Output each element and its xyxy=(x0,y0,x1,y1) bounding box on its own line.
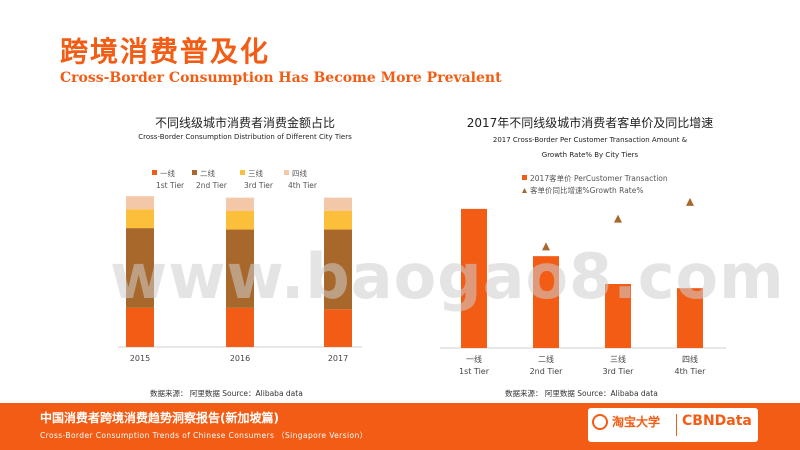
chart1-subtitle: Cross-Border Consumption Distribution of… xyxy=(138,133,352,141)
chart2-growth-marker xyxy=(542,242,550,251)
chart1-bar-segment xyxy=(324,229,352,310)
chart1-source: 数据来源： 阿里数据 Source：Alibaba data xyxy=(150,389,303,398)
chart1-x-tick-label: 2016 xyxy=(230,354,250,363)
chart1-bar-segment xyxy=(324,197,352,211)
chart2-subtitle-line2: Growth Rate% By City Tiers xyxy=(541,151,639,159)
chart1-legend-label-en: 1st Tier xyxy=(156,181,185,190)
chart2-title: 2017年不同线级城市消费者客单价及同比增速 xyxy=(466,116,714,130)
page-title: 跨境消费普及化 xyxy=(60,35,271,68)
chart1-bar-segment xyxy=(126,196,154,210)
chart1-legend-swatch xyxy=(240,170,245,175)
chart1-x-tick-label: 2017 xyxy=(328,354,348,363)
chart2-legend-triangle-icon xyxy=(522,188,527,193)
chart1-legend-label-en: 3rd Tier xyxy=(244,181,274,190)
chart1-bar-segment xyxy=(226,197,254,211)
chart2-x-tick-label-en: 2nd Tier xyxy=(530,367,564,376)
chart1-bar-segment xyxy=(324,309,352,347)
chart2-x-tick-label: 三线 xyxy=(610,354,626,364)
chart1-bar-segment xyxy=(126,228,154,308)
page-subtitle: Cross-Border Consumption Has Become More… xyxy=(60,70,502,86)
logo-divider xyxy=(676,414,677,436)
chart2-growth-marker xyxy=(614,214,622,223)
chart2-bar xyxy=(605,284,631,348)
chart2-legend-swatch xyxy=(522,175,527,180)
chart1-legend-label: 一线 xyxy=(160,168,175,178)
chart1-legend-swatch xyxy=(192,170,197,175)
logo-panel xyxy=(588,408,758,442)
chart2-x-tick-label-en: 4th Tier xyxy=(675,367,707,376)
chart1-bar-segment xyxy=(226,229,254,308)
chart2-x-tick-label-en: 1st Tier xyxy=(459,367,490,376)
chart2-x-tick-label-en: 3rd Tier xyxy=(603,367,635,376)
chart2-source: 数据来源： 阿里数据 Source：Alibaba data xyxy=(505,389,658,398)
chart2-legend-label: 2017客单价 PerCustomer Transaction xyxy=(530,173,668,183)
chart2-x-tick-label: 二线 xyxy=(538,354,554,364)
chart2-growth-marker xyxy=(686,197,694,206)
chart1-legend-label: 四线 xyxy=(292,168,307,178)
footer-subtitle: Cross-Border Consumption Trends of Chine… xyxy=(40,431,368,440)
chart2-bar xyxy=(461,208,487,348)
chart2-bar xyxy=(533,256,559,348)
chart2-subtitle: 2017 Cross-Border Per Customer Transacti… xyxy=(430,133,750,163)
chart2-subtitle-line1: 2017 Cross-Border Per Customer Transacti… xyxy=(492,136,688,144)
chart1-legend-swatch xyxy=(284,170,289,175)
chart1-bar-segment xyxy=(126,209,154,229)
chart1-legend-label: 三线 xyxy=(248,168,263,178)
cbndata-logo: CBNData xyxy=(682,413,752,429)
chart1-title: 不同线级城市消费者消费金额占比 xyxy=(154,116,335,130)
taobao-logo-icon xyxy=(592,414,608,430)
chart2-x-tick-label: 一线 xyxy=(466,354,482,364)
chart1-legend-label: 二线 xyxy=(200,168,215,178)
watermark: www.baogao8.com xyxy=(110,240,785,313)
chart1-bar-segment xyxy=(226,307,254,347)
chart1-legend-swatch xyxy=(152,170,157,175)
footer-title: 中国消费者跨境消费趋势洞察报告(新加坡篇) xyxy=(40,411,279,425)
chart2-x-tick-label: 四线 xyxy=(682,354,698,364)
chart1-legend-label-en: 4th Tier xyxy=(288,181,318,190)
chart1-x-tick-label: 2015 xyxy=(130,354,150,363)
taobao-university-logo: 淘宝大学 xyxy=(612,415,661,429)
chart1-bar-segment xyxy=(324,210,352,230)
chart1-legend-label-en: 2nd Tier xyxy=(196,181,228,190)
chart1-bar-segment xyxy=(226,210,254,230)
chart2-legend-label: 客单价同比增速%Growth Rate% xyxy=(530,185,643,195)
chart2-bar xyxy=(677,288,703,348)
chart1-bar-segment xyxy=(126,307,154,347)
